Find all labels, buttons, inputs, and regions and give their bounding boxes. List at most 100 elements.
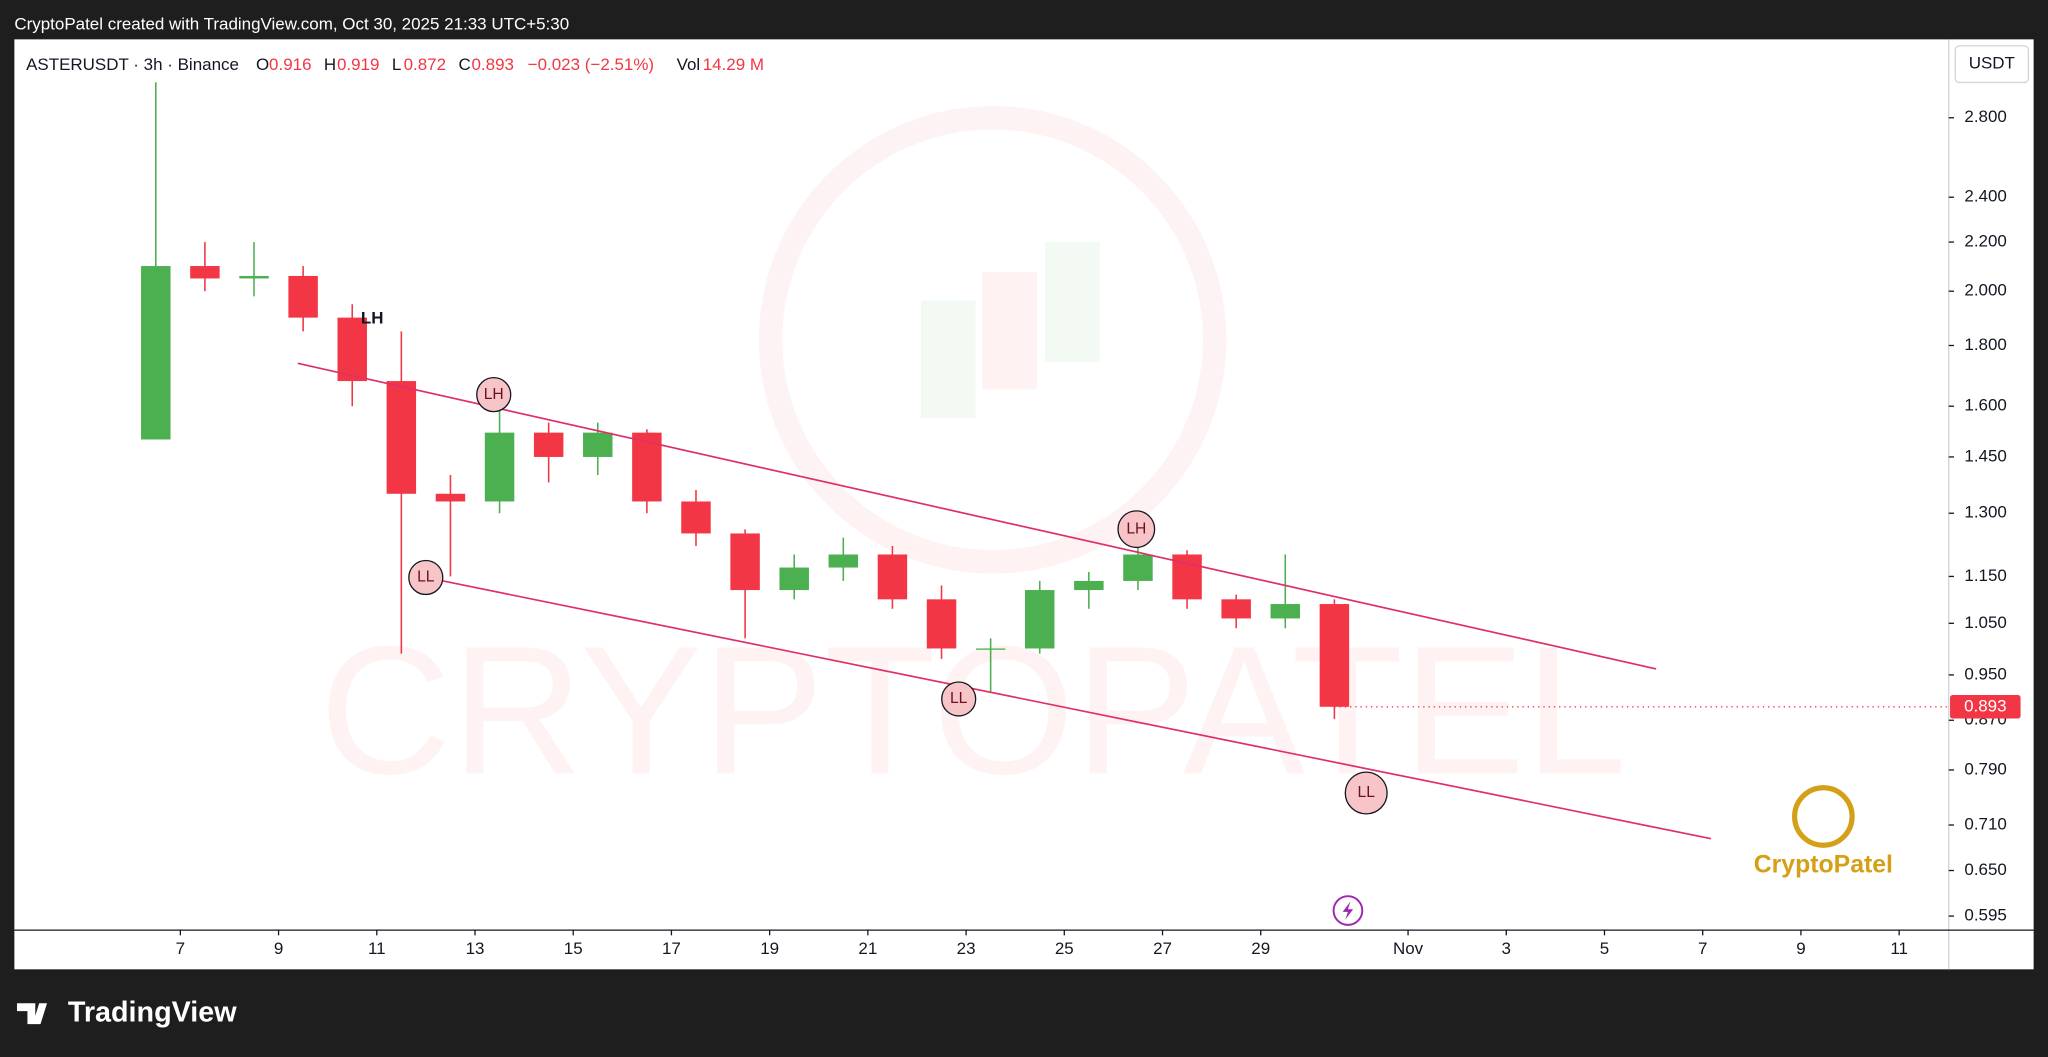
volume: 14.29 M bbox=[703, 55, 764, 74]
logo: CryptoPatel bbox=[1754, 785, 1893, 879]
ohlc-value: 0.919 bbox=[337, 55, 379, 74]
annotation: LH bbox=[484, 386, 504, 403]
y-tick-label: 1.600 bbox=[1964, 396, 2006, 415]
annotation-marker bbox=[476, 376, 512, 413]
ohlc-label: L bbox=[392, 55, 401, 74]
x-tick-label: 29 bbox=[1251, 939, 1270, 958]
annotation-marker bbox=[1344, 771, 1388, 815]
x-tick-label: 19 bbox=[760, 939, 779, 958]
annotation: LH bbox=[1126, 520, 1146, 537]
ohlc-label: C bbox=[458, 55, 470, 74]
price-tag bbox=[1950, 695, 2021, 719]
ohlc-value: 0.872 bbox=[404, 55, 446, 74]
y-tick-label: 2.400 bbox=[1964, 187, 2006, 206]
candle-body bbox=[828, 554, 859, 568]
watermark: CRYPTOPATEL bbox=[319, 105, 1627, 812]
candle-body bbox=[583, 432, 613, 457]
x-tick-label: 15 bbox=[564, 939, 583, 958]
x-tick-label: 21 bbox=[858, 939, 877, 958]
annotation: LH bbox=[361, 308, 384, 327]
candle-body bbox=[484, 432, 515, 502]
x-tick-label: 11 bbox=[1890, 939, 1908, 958]
annotation: LL bbox=[1357, 784, 1375, 801]
candle-body bbox=[533, 432, 564, 457]
trend-line bbox=[425, 576, 1712, 840]
x-tick-label: 11 bbox=[368, 939, 386, 958]
ohlc-value: 0.893 bbox=[472, 55, 514, 74]
candle-body bbox=[1074, 580, 1104, 591]
candle-body bbox=[435, 493, 466, 502]
candle-body bbox=[337, 317, 367, 382]
y-tick-label: 2.800 bbox=[1964, 107, 2006, 126]
candle-body bbox=[975, 648, 1006, 650]
watermark-candle bbox=[920, 300, 976, 419]
logo-ring bbox=[1792, 785, 1855, 848]
annotation-marker bbox=[1117, 510, 1156, 549]
x-tick-label: 5 bbox=[1600, 939, 1609, 958]
logo-text: CryptoPatel bbox=[1754, 852, 1893, 879]
y-tick-label: 0.950 bbox=[1964, 664, 2006, 683]
x-tick-label: 9 bbox=[274, 939, 283, 958]
candle-body bbox=[1123, 554, 1153, 581]
candle-body bbox=[1025, 590, 1055, 649]
y-tick-label: 1.050 bbox=[1964, 613, 2006, 632]
x-tick-label: 7 bbox=[1698, 939, 1707, 958]
legend: ASTERUSDT · 3h · Binance O 0.916 H 0.919… bbox=[26, 55, 764, 74]
candle-body bbox=[190, 266, 220, 279]
candle-body bbox=[632, 432, 662, 502]
y-tick-label: 0.710 bbox=[1964, 814, 2006, 833]
x-tick-label: 3 bbox=[1502, 939, 1511, 958]
event-icon-bolt bbox=[1342, 901, 1354, 920]
trend-line bbox=[297, 362, 1657, 670]
watermark-text: CRYPTOPATEL bbox=[319, 607, 1626, 812]
y-tick-label: 1.300 bbox=[1964, 503, 2006, 522]
candle-body bbox=[877, 554, 908, 600]
watermark-ring bbox=[758, 105, 1227, 574]
annotation: LL bbox=[950, 690, 968, 707]
price-tag-label: 0.893 bbox=[1964, 696, 2006, 715]
candle-body bbox=[926, 599, 957, 649]
currency-box[interactable] bbox=[1954, 45, 2030, 84]
currency: USDT bbox=[1969, 54, 2015, 73]
y-tick-label: 1.150 bbox=[1964, 566, 2006, 585]
x-tick-label: Nov bbox=[1393, 939, 1424, 958]
candle-body bbox=[1270, 604, 1301, 619]
candle-body bbox=[1319, 604, 1350, 707]
y-tick-label: 0.650 bbox=[1964, 860, 2006, 879]
symbol: ASTERUSDT · 3h · Binance bbox=[26, 55, 239, 74]
x-tick-label: 17 bbox=[662, 939, 681, 958]
plot: 2.800 2.400 2.200 2.000 1.800 1.600 1.450 1.300… bbox=[141, 82, 2007, 958]
candle-body bbox=[1221, 599, 1251, 619]
y-tick-label: 0.790 bbox=[1964, 759, 2006, 778]
x-tick-label: 25 bbox=[1055, 939, 1074, 958]
footer-logo bbox=[16, 1003, 48, 1025]
annotation-marker bbox=[408, 559, 444, 596]
x-tick-label: 13 bbox=[466, 939, 485, 958]
footer-brand: TradingView bbox=[68, 996, 237, 1028]
ohlc-label: H bbox=[324, 55, 336, 74]
ohlc-label: O bbox=[256, 55, 269, 74]
y-tick-label: 0.595 bbox=[1964, 906, 2006, 925]
y-tick-label: 1.800 bbox=[1964, 335, 2006, 354]
attribution: CryptoPatel created with TradingView.com… bbox=[14, 14, 569, 33]
change: −0.023 (−2.51%) bbox=[528, 55, 654, 74]
candle-body bbox=[386, 381, 417, 494]
annotation: LL bbox=[417, 569, 435, 586]
y-tick-label: 2.200 bbox=[1964, 232, 2006, 251]
ohlc-value: 0.916 bbox=[269, 55, 311, 74]
x-tick-label: 7 bbox=[176, 939, 185, 958]
candle-body bbox=[141, 266, 171, 440]
y-tick-label: 1.450 bbox=[1964, 446, 2006, 465]
candle-body bbox=[288, 275, 318, 318]
candle-body bbox=[730, 533, 760, 591]
x-tick-label: 27 bbox=[1153, 939, 1172, 958]
chart-panel bbox=[14, 39, 2034, 970]
x-tick-label: 23 bbox=[957, 939, 976, 958]
candle-body bbox=[239, 275, 269, 279]
annotation-marker bbox=[941, 681, 977, 717]
y-tick-label: 2.000 bbox=[1964, 281, 2006, 300]
x-tick-label: 9 bbox=[1796, 939, 1805, 958]
volume-label: Vol bbox=[677, 55, 701, 74]
watermark-candle bbox=[1044, 241, 1100, 362]
